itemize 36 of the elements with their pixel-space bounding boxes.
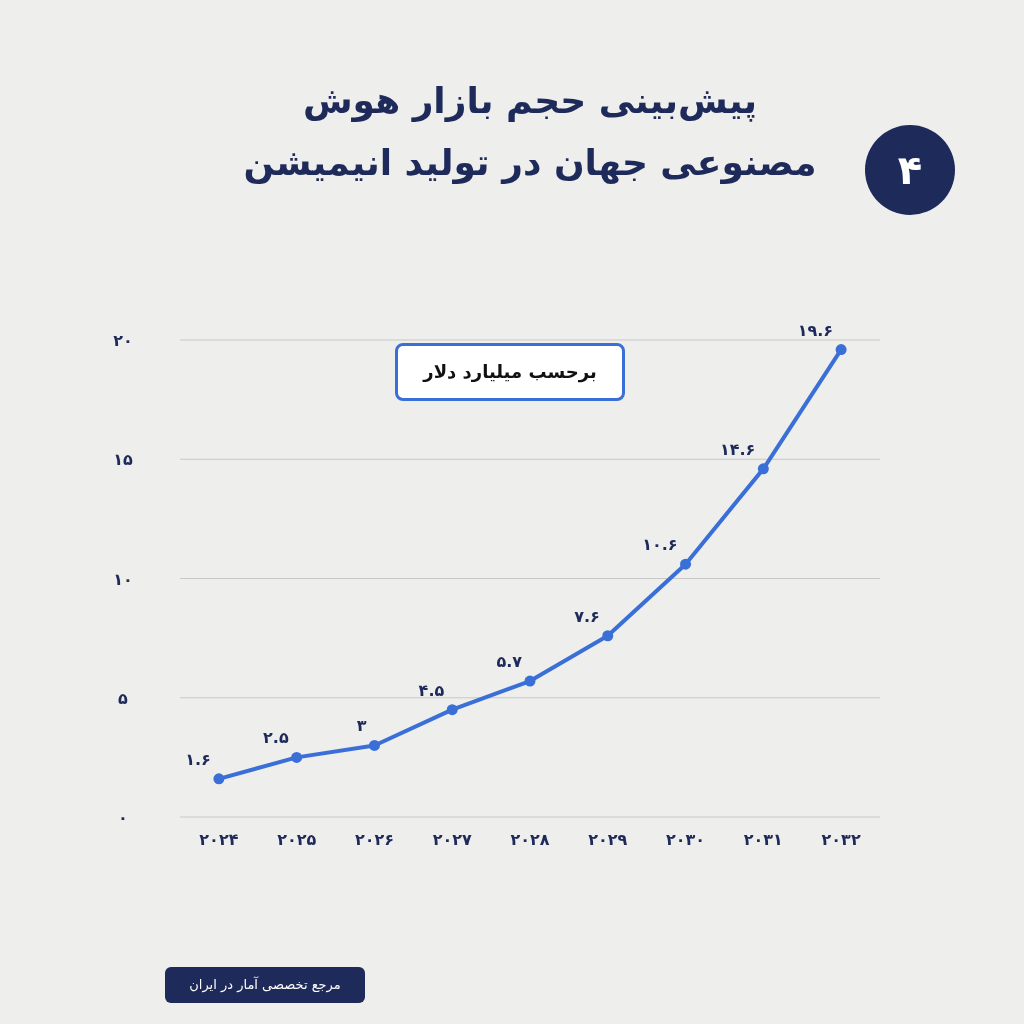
x-tick-label: ۲۰۳۰ [666,830,706,849]
point [602,630,614,642]
data-label: ۱.۶ [185,749,211,769]
y-tick-label: ۰ [118,808,128,827]
data-label: ۲.۵ [263,728,289,748]
text: ۴ [865,125,955,215]
point [213,773,225,785]
point [446,704,458,716]
x-tick-label: ۲۰۲۷ [432,830,472,849]
data-label: ۴.۵ [418,680,445,700]
data-label: ۱۰.۶ [642,535,678,555]
point [524,675,536,687]
x-tick-label: ۲۰۳۲ [821,830,861,849]
chart-title: پیش‌بینی حجم بازار هوش مصنوعی جهان در تولید انیمیشن [242,79,818,186]
data-label: ۷.۶ [574,606,600,626]
point [757,463,769,475]
y-tick-label: ۵ [118,688,129,708]
annotation: برحسب میلیارد دلار [395,343,625,401]
y-tick-label: ۲۰ [113,331,133,350]
x-tick-label: ۲۰۳۱ [743,830,783,849]
y-tick-label: ۱۰ [113,569,133,589]
x-tick-label: ۲۰۲۹ [588,830,628,849]
data-label: ۳ [356,716,367,736]
x-tick-label: ۲۰۲۴ [199,830,239,849]
point [835,344,847,356]
y-tick-label: ۱۵ [113,450,133,470]
data-label: ۵.۷ [496,652,523,672]
point [680,558,692,570]
point [368,739,380,751]
data-label: ۱۹.۶ [797,320,834,340]
x-tick-label: ۲۰۲۵ [277,830,317,849]
text: مرجع تخصصی آمار در ایران [165,967,365,1003]
x-tick-label: ۲۰۲۶ [354,830,394,849]
x-tick-label: ۲۰۲۸ [510,830,550,849]
point [291,751,303,763]
data-label: ۱۴.۶ [719,439,756,459]
